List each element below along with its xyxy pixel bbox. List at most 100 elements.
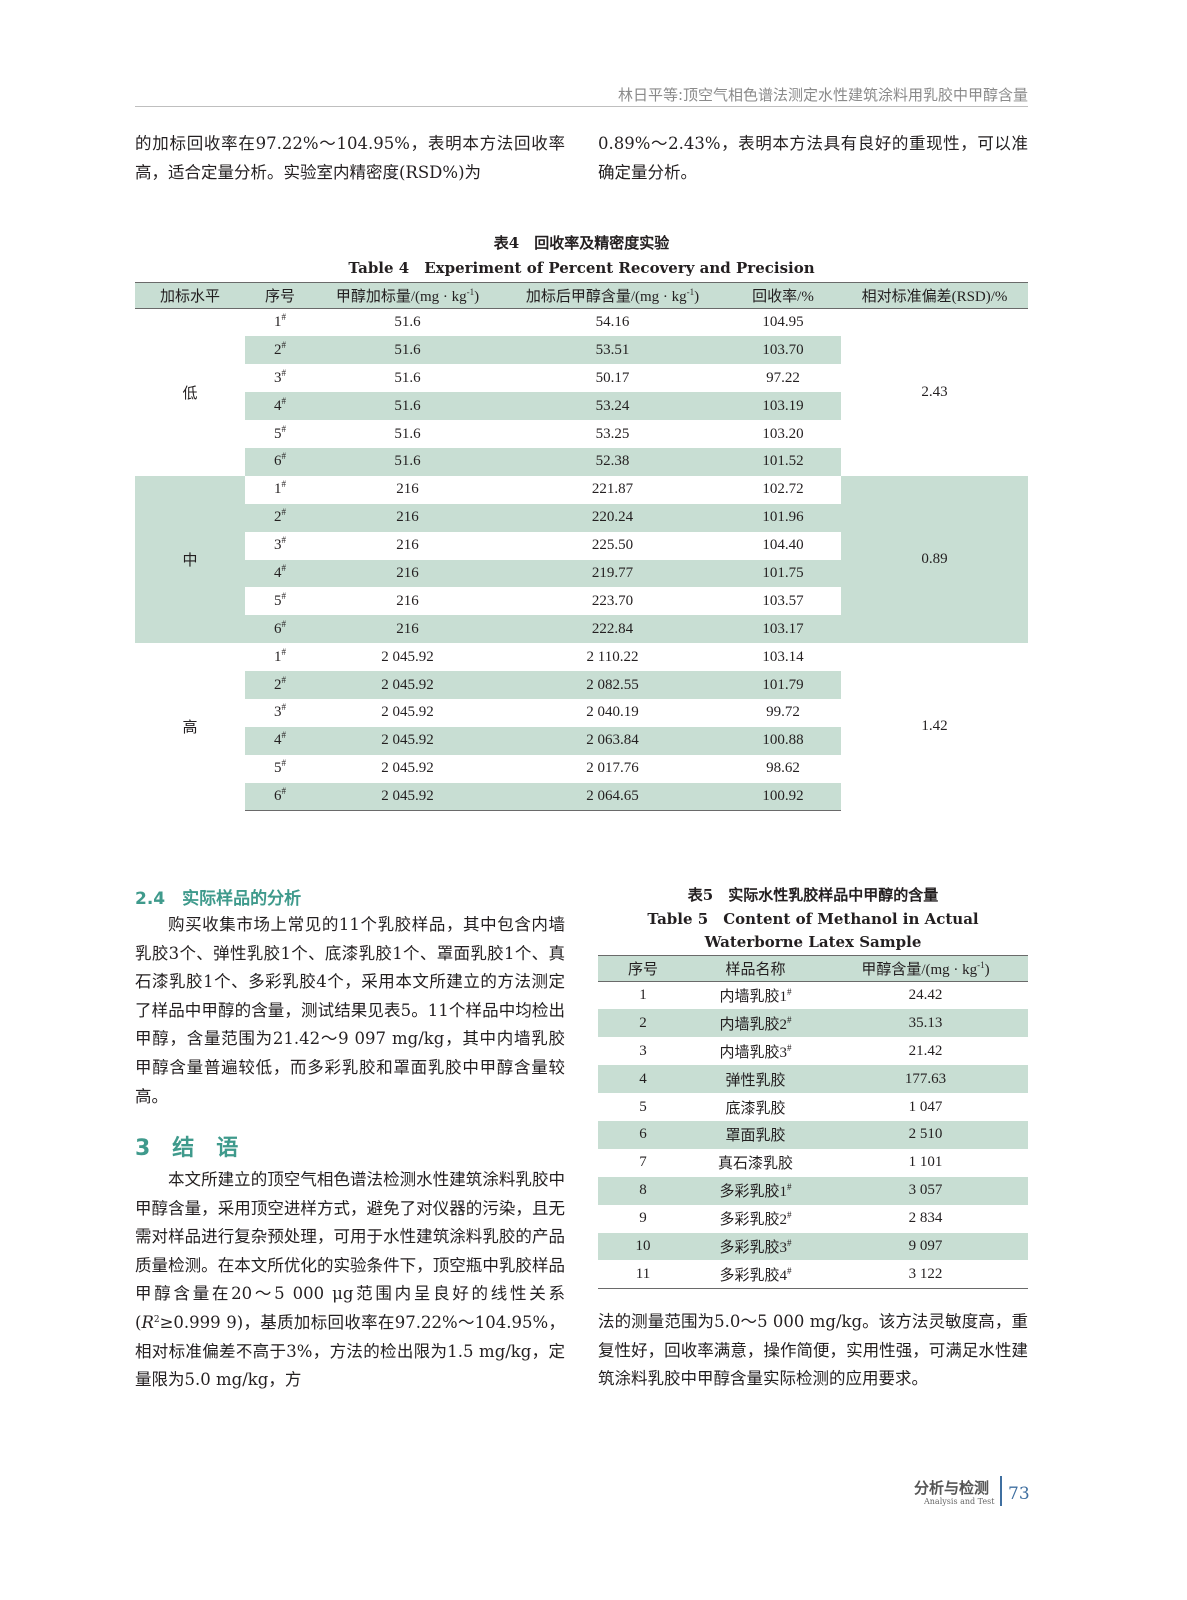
index-cell: 1 <box>639 987 647 1004</box>
table5-caption-en: Table 5 Content of Methanol in Actual Wa… <box>647 910 979 951</box>
value-cell: 21.42 <box>908 1042 943 1059</box>
value-cell: 97.22 <box>766 369 800 386</box>
table4: 加标水平 序号 甲醇加标量/(mg · kg-1) 加标后甲醇含量/(mg · kg-… <box>135 282 1028 812</box>
table-row: 11 多彩乳胶4# 3 122 <box>598 1260 1028 1289</box>
index-cell: 6# <box>245 615 315 644</box>
index-cell: 2# <box>245 336 315 365</box>
hash-mark: # <box>281 423 287 434</box>
index-cell: 9 <box>639 1210 647 1227</box>
value-cell: 225.50 <box>591 537 634 554</box>
hash-mark: # <box>281 479 287 490</box>
index-cell: 2# <box>245 671 315 699</box>
table-row: 6# 216 222.84 103.17 <box>135 615 1028 644</box>
value-cell: 103.57 <box>762 592 804 609</box>
index-cell: 3# <box>274 535 286 554</box>
value-cell: 177.63 <box>823 1065 1028 1094</box>
value-cell: 101.52 <box>725 447 841 476</box>
value-cell: 221.87 <box>591 481 634 498</box>
hash-mark: # <box>787 1265 792 1276</box>
value-cell: 2 045.92 <box>315 782 500 812</box>
section-2-4-text: 购买收集市场上常见的11个乳胶样品，其中包含内墙乳胶3个、弹性乳胶1个、底漆乳胶… <box>135 915 565 1106</box>
header-rule <box>135 106 1028 107</box>
value-cell: 51.6 <box>394 425 421 442</box>
index-cell: 1# <box>274 646 287 665</box>
top-right-text: 0.89%～2.43%，表明本方法具有良好的重现性，可以准确定量分析。 <box>598 134 1028 182</box>
sample-name: 内墙乳胶1# <box>719 987 792 1006</box>
value-cell: 51.6 <box>315 447 500 476</box>
value-cell: 101.75 <box>725 559 841 588</box>
index-cell: 5 <box>639 1098 647 1115</box>
hash-mark: # <box>787 1210 792 1221</box>
value-cell: 3 122 <box>823 1260 1028 1289</box>
section-2-4-heading: 2.4 实际样品的分析 <box>135 889 302 909</box>
table-row: 5# 51.6 53.25 103.20 <box>135 420 1028 448</box>
column-header: 回收率/% <box>725 282 841 309</box>
value-cell: 223.70 <box>591 592 634 609</box>
value-cell: 101.79 <box>725 671 841 699</box>
value-cell: 216 <box>315 615 500 644</box>
value-cell: 51.6 <box>315 336 500 365</box>
value-cell: 1 047 <box>908 1098 943 1115</box>
section-3-heading: 3 结 语 <box>135 1136 239 1161</box>
level-cell: 高 <box>182 720 198 737</box>
hash-mark: # <box>281 674 287 685</box>
table-row: 3# 216 225.50 104.40 <box>135 532 1028 560</box>
hash-mark: # <box>787 1014 792 1025</box>
column-header: 序号 <box>245 282 315 309</box>
index-cell: 4# <box>245 559 315 588</box>
value-cell: 2 064.65 <box>500 782 725 812</box>
value-cell: 2 045.92 <box>381 704 434 721</box>
value-cell: 50.17 <box>595 369 630 386</box>
column-header: 相对标准偏差(RSD)/% <box>841 282 1028 309</box>
index-cell: 6# <box>245 782 315 812</box>
column-header: 加标水平 <box>135 282 245 309</box>
value-cell: 53.51 <box>500 336 725 365</box>
value-cell: 99.72 <box>766 704 800 721</box>
value-cell: 101.96 <box>725 503 841 532</box>
hash-mark: # <box>281 395 287 406</box>
value-cell: 102.72 <box>762 481 804 498</box>
index-cell: 6# <box>245 447 315 476</box>
sample-name: 多彩乳胶1# <box>688 1176 823 1205</box>
hash-mark: # <box>281 367 287 378</box>
table-row: 5# 216 223.70 103.57 <box>135 587 1028 615</box>
index-cell: 3# <box>274 702 286 721</box>
index-cell: 10 <box>598 1232 688 1261</box>
value-cell: 220.24 <box>500 503 725 532</box>
table-row: 中 1# 216 221.87 102.72 0.89 <box>135 475 1028 644</box>
superscript: -1 <box>466 287 475 297</box>
column-header: 甲醇含量/(mg · kg-1) <box>823 955 1028 982</box>
r-sup: 2 <box>153 1314 160 1325</box>
rsd-cell: 0.89 <box>841 475 1028 644</box>
text-part: ≥0.999 9)，基质加标回收率在97.22%～104.95%，相对标准偏差不… <box>135 1312 565 1390</box>
value-cell: 103.70 <box>725 336 841 365</box>
rsd-cell: 2.43 <box>921 383 948 400</box>
running-title: 林日平等:顶空气相色谱法测定水性建筑涂料用乳胶中甲醇含量 <box>617 86 1028 104</box>
index-cell: 6 <box>598 1120 688 1149</box>
table-row: 3 内墙乳胶3# 21.42 <box>598 1037 1028 1065</box>
value-cell: 103.20 <box>762 425 804 442</box>
value-cell: 2 110.22 <box>586 648 639 665</box>
hash-mark: # <box>281 562 287 573</box>
value-cell: 103.14 <box>762 648 804 665</box>
table-row: 2# 51.6 53.51 103.70 <box>135 336 1028 365</box>
section-3-text-continued: 法的测量范围为5.0～5 000 mg/kg。该方法灵敏度高，重复性好，回收率满… <box>598 1312 1028 1389</box>
table-row: 2# 2 045.92 2 082.55 101.79 <box>135 671 1028 699</box>
value-cell: 2 510 <box>823 1120 1028 1149</box>
value-cell: 53.24 <box>500 392 725 421</box>
r-symbol: R <box>141 1312 154 1332</box>
sample-name: 弹性乳胶 <box>688 1065 823 1094</box>
value-cell: 216 <box>315 503 500 532</box>
hash-mark: # <box>281 646 287 657</box>
index-cell: 11 <box>598 1260 688 1289</box>
value-cell: 2 017.76 <box>586 760 639 777</box>
value-cell: 2 045.92 <box>315 671 500 699</box>
hash-mark: # <box>281 618 287 629</box>
index-cell: 2 <box>598 1009 688 1038</box>
index-cell: 5# <box>274 758 286 777</box>
sample-name: 多彩乳胶2# <box>719 1210 792 1229</box>
value-cell: 2 045.92 <box>381 648 434 665</box>
table-row: 7 真石漆乳胶 1 101 <box>598 1149 1028 1177</box>
superscript: -1 <box>686 287 695 297</box>
hash-mark: # <box>787 1042 792 1053</box>
